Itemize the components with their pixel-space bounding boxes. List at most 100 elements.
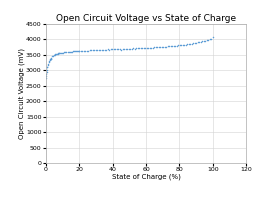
Point xyxy=(175,44,179,47)
Point xyxy=(73,50,77,53)
Point xyxy=(82,50,86,53)
Point xyxy=(158,46,162,49)
Point xyxy=(143,46,147,49)
Point xyxy=(64,51,68,54)
Point xyxy=(49,57,53,60)
Point xyxy=(124,47,128,51)
Point xyxy=(44,75,48,78)
Point xyxy=(49,57,53,60)
Point xyxy=(160,45,164,49)
Point xyxy=(190,42,194,45)
Point xyxy=(140,47,144,50)
Point xyxy=(56,52,60,55)
Point xyxy=(66,50,70,53)
Point xyxy=(52,54,56,57)
Point xyxy=(184,43,188,46)
Point xyxy=(61,51,65,54)
Point xyxy=(148,46,152,49)
Point xyxy=(211,36,215,39)
Point xyxy=(166,45,170,48)
Point xyxy=(178,43,182,46)
Point xyxy=(106,48,110,51)
X-axis label: State of Charge (%): State of Charge (%) xyxy=(112,174,181,180)
Point xyxy=(56,52,60,55)
Point xyxy=(45,70,49,73)
Point xyxy=(185,42,189,46)
Point xyxy=(173,45,177,48)
Point xyxy=(71,50,75,53)
Point xyxy=(69,51,73,54)
Point xyxy=(95,48,99,52)
Point xyxy=(145,46,149,49)
Point xyxy=(83,49,87,52)
Point xyxy=(203,39,208,42)
Point xyxy=(44,73,49,76)
Point xyxy=(58,51,62,54)
Point xyxy=(85,49,89,52)
Point xyxy=(169,45,173,48)
Point xyxy=(45,65,50,68)
Point xyxy=(70,50,74,54)
Point xyxy=(55,52,59,55)
Point xyxy=(46,62,50,65)
Point xyxy=(60,51,64,54)
Point xyxy=(115,47,119,51)
Point xyxy=(139,46,143,50)
Point xyxy=(199,40,203,43)
Point xyxy=(92,49,96,52)
Point xyxy=(53,54,57,57)
Point xyxy=(50,55,54,58)
Point xyxy=(207,38,211,41)
Point xyxy=(134,47,138,50)
Point xyxy=(205,38,209,42)
Point xyxy=(110,48,114,51)
Point xyxy=(191,42,195,45)
Point xyxy=(122,47,126,51)
Point xyxy=(152,46,156,49)
Point xyxy=(172,44,176,48)
Point xyxy=(131,47,135,50)
Point xyxy=(75,50,79,53)
Point xyxy=(197,41,201,44)
Point xyxy=(45,66,50,69)
Point xyxy=(187,42,191,45)
Point xyxy=(149,46,153,49)
Point xyxy=(202,39,206,43)
Point xyxy=(94,49,98,52)
Point xyxy=(182,43,186,46)
Point xyxy=(107,48,111,51)
Point xyxy=(53,53,57,56)
Point xyxy=(74,50,78,53)
Point xyxy=(179,43,183,47)
Point xyxy=(161,45,165,48)
Point xyxy=(77,50,81,53)
Point xyxy=(48,58,52,61)
Point xyxy=(200,40,204,43)
Point xyxy=(164,45,168,48)
Point xyxy=(97,48,101,51)
Point xyxy=(80,49,84,52)
Point xyxy=(154,46,158,49)
Point xyxy=(103,48,107,52)
Point xyxy=(142,46,146,49)
Point xyxy=(209,37,213,40)
Point xyxy=(65,51,69,54)
Point xyxy=(155,46,159,49)
Point xyxy=(208,37,212,41)
Point xyxy=(146,46,150,49)
Point xyxy=(59,51,63,55)
Point xyxy=(88,49,92,52)
Point xyxy=(121,47,125,50)
Point xyxy=(116,48,120,51)
Point xyxy=(125,47,129,50)
Point xyxy=(196,41,200,44)
Point xyxy=(188,42,193,45)
Point xyxy=(193,42,197,45)
Point xyxy=(91,49,95,52)
Point xyxy=(50,56,54,59)
Point xyxy=(46,64,50,67)
Point xyxy=(113,48,117,51)
Point xyxy=(133,47,137,50)
Point xyxy=(72,50,76,53)
Point xyxy=(79,49,83,52)
